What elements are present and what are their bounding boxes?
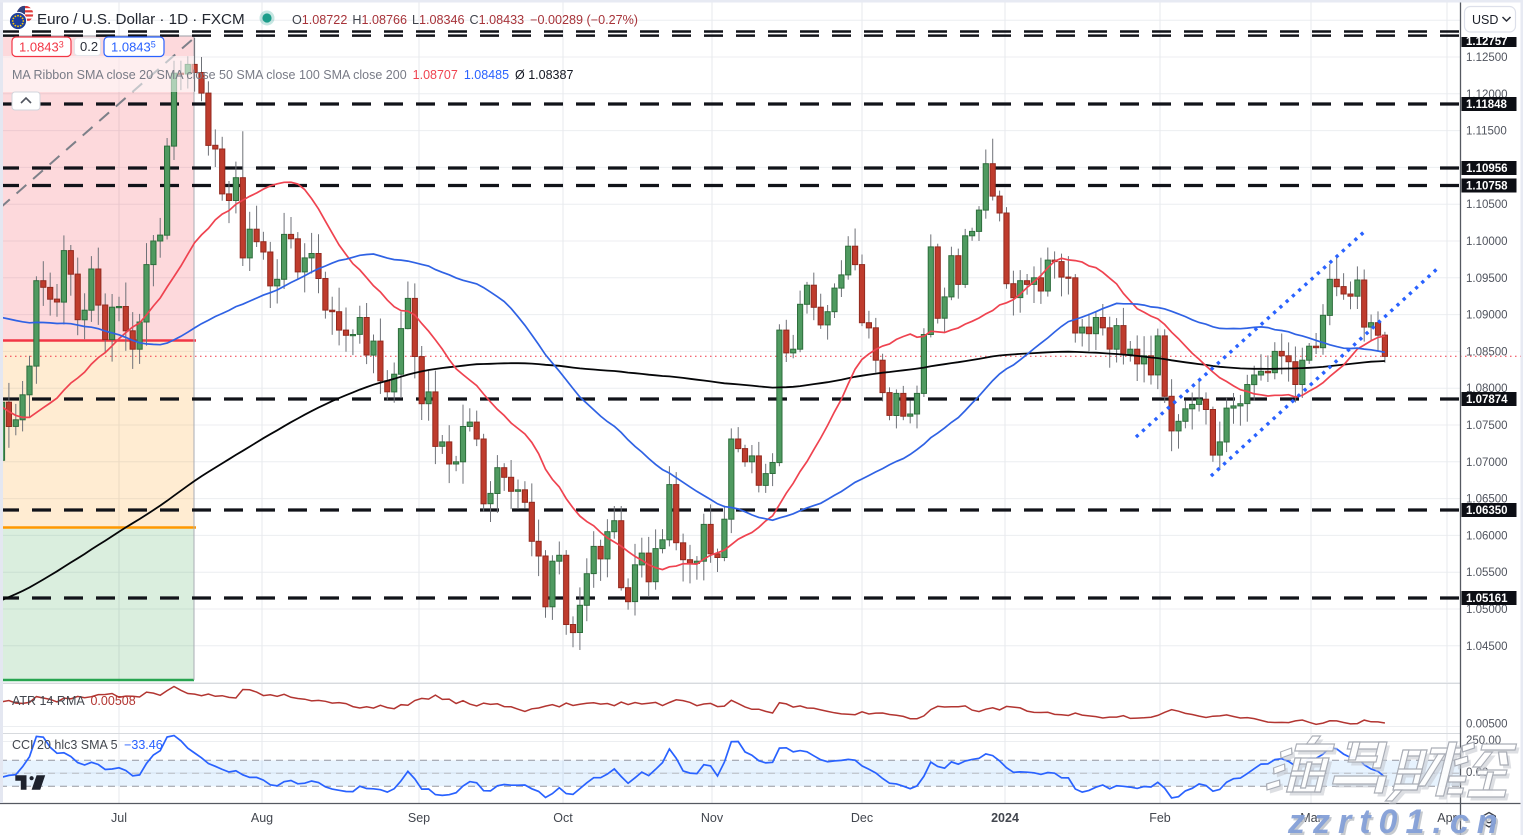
svg-text:2024: 2024 (991, 811, 1019, 825)
svg-text:Nov: Nov (701, 811, 724, 825)
svg-text:MA Ribbon SMA close 20 SMA clo: MA Ribbon SMA close 20 SMA close 50 SMA … (12, 68, 573, 82)
svg-text:USD: USD (1472, 13, 1498, 27)
svg-text:1.10956: 1.10956 (1466, 163, 1508, 175)
svg-text:ATR 14 RMA 0.00508: ATR 14 RMA 0.00508 (12, 694, 136, 708)
svg-text:1.11848: 1.11848 (1466, 99, 1508, 111)
svg-text:0.2: 0.2 (80, 39, 98, 54)
svg-text:Jul: Jul (111, 811, 127, 825)
svg-text:zzrt01.cn: zzrt01.cn (1287, 803, 1506, 835)
svg-text:1.07500: 1.07500 (1466, 420, 1508, 432)
svg-text:1.12757: 1.12757 (1466, 36, 1508, 48)
svg-text:1.09500: 1.09500 (1466, 273, 1508, 285)
svg-text:1.09000: 1.09000 (1466, 310, 1508, 322)
svg-text:CCI 20 hlc3 SMA 5 −33.46: CCI 20 hlc3 SMA 5 −33.46 (12, 738, 163, 752)
svg-text:1.06000: 1.06000 (1466, 530, 1508, 542)
svg-text:1.08433: 1.08433 (19, 40, 64, 55)
svg-text:Apr: Apr (1437, 811, 1456, 825)
svg-text:Mar: Mar (1300, 811, 1322, 825)
svg-text:Dec: Dec (851, 811, 873, 825)
svg-text:1.06500: 1.06500 (1466, 494, 1508, 506)
svg-text:1.06350: 1.06350 (1466, 505, 1508, 517)
svg-text:1.10000: 1.10000 (1466, 236, 1508, 248)
svg-text:Aug: Aug (251, 811, 273, 825)
svg-text:1.07000: 1.07000 (1466, 457, 1508, 469)
svg-text:1.12500: 1.12500 (1466, 52, 1508, 64)
svg-text:Sep: Sep (408, 811, 430, 825)
svg-text:Oct: Oct (553, 811, 573, 825)
svg-text:Feb: Feb (1149, 811, 1171, 825)
svg-text:1.05000: 1.05000 (1466, 604, 1508, 616)
svg-text:1.08500: 1.08500 (1466, 346, 1508, 358)
svg-text:1.08435: 1.08435 (111, 40, 156, 55)
svg-text:0.00500: 0.00500 (1466, 719, 1508, 731)
svg-text:zzrt01.cn: zzrt01.cn (1289, 805, 1508, 835)
svg-text:1.10500: 1.10500 (1466, 199, 1508, 211)
svg-text:1.05161: 1.05161 (1466, 593, 1508, 605)
svg-text:1.11500: 1.11500 (1466, 126, 1507, 138)
svg-text:Euro / U.S. Dollar · 1D · FXCM: Euro / U.S. Dollar · 1D · FXCM (37, 11, 245, 28)
svg-text:1.05500: 1.05500 (1466, 567, 1508, 579)
svg-text:1.10758: 1.10758 (1466, 181, 1508, 193)
svg-text:1.07874: 1.07874 (1466, 394, 1508, 406)
svg-text:1.04500: 1.04500 (1466, 641, 1508, 653)
